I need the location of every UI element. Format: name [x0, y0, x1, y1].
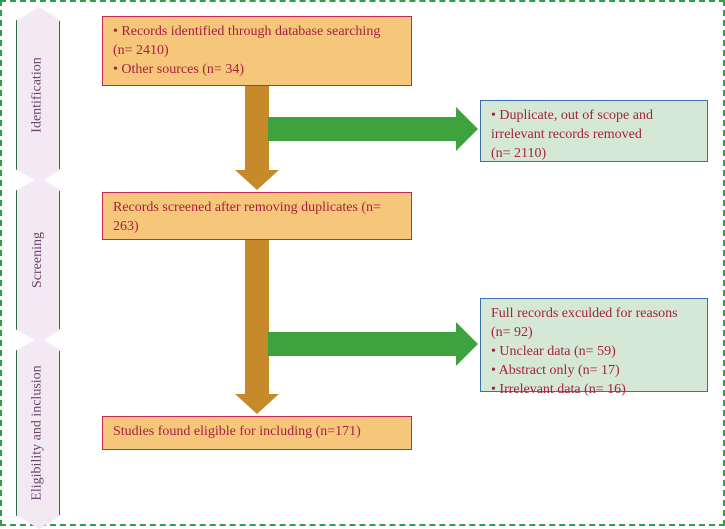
phase-identification: Identification: [16, 20, 60, 170]
node-line: Studies found eligible for including (n=…: [113, 423, 401, 442]
arrow-down-1: [245, 86, 269, 172]
node-records-identified: • Records identified through database se…: [102, 16, 412, 86]
node-eligible-studies: Studies found eligible for including (n=…: [102, 416, 412, 450]
node-duplicates-removed: • Duplicate, out of scope and irrelevant…: [480, 100, 708, 162]
node-line: • Other sources (n= 34): [113, 61, 401, 80]
arrow-right-1: [268, 117, 458, 141]
node-excluded-reasons: Full records exculded for reasons (n= 92…: [480, 298, 708, 392]
node-line: Records screened after removing duplicat…: [113, 199, 401, 237]
node-line: • Unclear data (n= 59): [491, 343, 697, 362]
arrow-right-2: [268, 332, 458, 356]
prisma-flowchart: Identification Screening Eligibility and…: [0, 0, 725, 526]
node-line: • Abstract only (n= 17): [491, 362, 697, 381]
node-line: • Records identified through database se…: [113, 23, 401, 61]
node-line: Full records exculded for reasons (n= 92…: [491, 305, 697, 343]
phase-eligibility: Eligibility and inclusion: [16, 350, 60, 516]
node-records-screened: Records screened after removing duplicat…: [102, 192, 412, 240]
phase-label: Eligibility and inclusion: [30, 365, 46, 500]
phase-screening: Screening: [16, 190, 60, 330]
phase-label: Identification: [30, 57, 46, 132]
node-line: (n= 2110): [491, 145, 697, 164]
node-line: • Duplicate, out of scope and irrelevant…: [491, 107, 697, 145]
node-line: • Irrelevant data (n= 16): [491, 381, 697, 400]
arrow-down-2: [245, 240, 269, 396]
phase-label: Screening: [30, 232, 46, 288]
